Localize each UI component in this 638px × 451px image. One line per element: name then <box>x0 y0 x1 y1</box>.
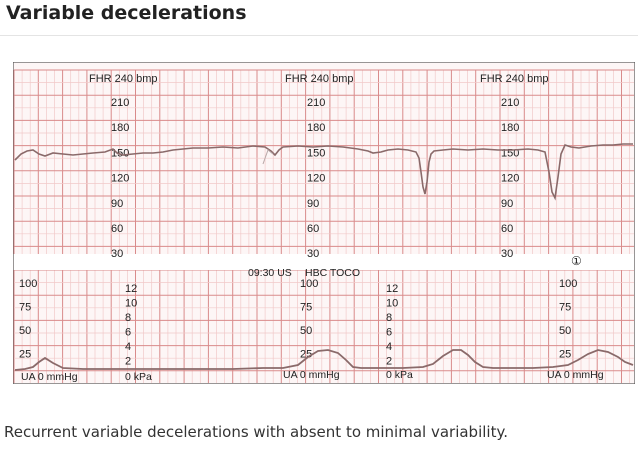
ua-label: UA 0 mmHg <box>283 369 340 381</box>
time-label: 09:30 US <box>248 267 292 279</box>
fhr-scale-label: 180 <box>501 122 519 134</box>
kpa-scale-label: 10 <box>125 298 137 310</box>
mmhg-scale-label: 75 <box>559 302 571 314</box>
fhr-scale-label: 90 <box>307 198 319 210</box>
fhr-header-label: FHR 240 bmp <box>285 73 353 85</box>
caption: Recurrent variable decelerations with ab… <box>4 423 508 441</box>
fhr-scale-label: 30 <box>111 248 123 260</box>
circled-marker: ① <box>571 254 582 268</box>
ua-label: UA 0 mmHg <box>21 371 78 383</box>
kpa-scale-label: 12 <box>125 283 137 295</box>
mmhg-scale-label: 25 <box>300 349 312 361</box>
kpa-scale-label: 4 <box>125 341 131 353</box>
kpa-scale-label: 8 <box>386 312 392 324</box>
kpa-scale-label: 2 <box>125 356 131 368</box>
toco-label: HBC TOCO <box>305 267 360 279</box>
fhr-trace <box>14 143 633 201</box>
toco-trace <box>14 349 634 371</box>
fhr-header-label: FHR 240 bmp <box>480 73 548 85</box>
fhr-scale-label: 180 <box>111 122 129 134</box>
mmhg-scale-label: 25 <box>559 349 571 361</box>
page-title: Variable decelerations <box>6 2 247 24</box>
fhr-scale-label: 210 <box>111 97 129 109</box>
panel-gap <box>14 254 634 270</box>
mmhg-scale-label: 50 <box>559 325 571 337</box>
fhr-scale-label: 60 <box>111 223 123 235</box>
kpa-scale-label: 4 <box>386 341 392 353</box>
fhr-scale-label: 210 <box>501 97 519 109</box>
kpa-scale-label: 8 <box>125 312 131 324</box>
mmhg-scale-label: 100 <box>559 278 577 290</box>
kpa-scale-label: 6 <box>386 327 392 339</box>
kpa-scale-label: 2 <box>386 356 392 368</box>
kpa-scale-label: 6 <box>125 327 131 339</box>
annotation-mark <box>262 149 274 165</box>
ctg-strip: FHR 240 bmp FHR 240 bmp FHR 240 bmp 210 2… <box>13 62 635 384</box>
fhr-scale-label: 60 <box>501 223 513 235</box>
fhr-scale-label: 120 <box>501 173 519 185</box>
mmhg-scale-label: 100 <box>300 278 318 290</box>
mmhg-scale-label: 50 <box>19 325 31 337</box>
fhr-scale-label: 180 <box>307 122 325 134</box>
kpa-scale-label: 10 <box>386 298 398 310</box>
ua-label: UA 0 mmHg <box>547 369 604 381</box>
mmhg-scale-label: 50 <box>300 325 312 337</box>
kpa-label: 0 kPa <box>386 369 413 381</box>
toco-scales: 100 100 100 75 75 75 50 50 50 25 25 25 12 12 10 10 8 8 6 6 4… <box>19 278 577 368</box>
fhr-scale-label: 60 <box>307 223 319 235</box>
title-divider <box>0 35 638 36</box>
fhr-scale-label: 210 <box>307 97 325 109</box>
mmhg-scale-label: 25 <box>19 349 31 361</box>
fhr-scale-label: 30 <box>307 248 319 260</box>
fhr-scale-label: 120 <box>111 173 129 185</box>
kpa-scale-label: 12 <box>386 283 398 295</box>
strip-border <box>13 62 635 384</box>
mmhg-scale-label: 75 <box>300 302 312 314</box>
fhr-scale-label: 30 <box>501 248 513 260</box>
fhr-scale-label: 90 <box>111 198 123 210</box>
fhr-header-label: FHR 240 bmp <box>89 73 157 85</box>
mmhg-scale-label: 100 <box>19 278 37 290</box>
fhr-scale-label: 90 <box>501 198 513 210</box>
fhr-scale-label: 150 <box>307 147 325 159</box>
mmhg-scale-label: 75 <box>19 302 31 314</box>
kpa-label: 0 kPa <box>125 371 152 383</box>
fhr-scale-label: 120 <box>307 173 325 185</box>
